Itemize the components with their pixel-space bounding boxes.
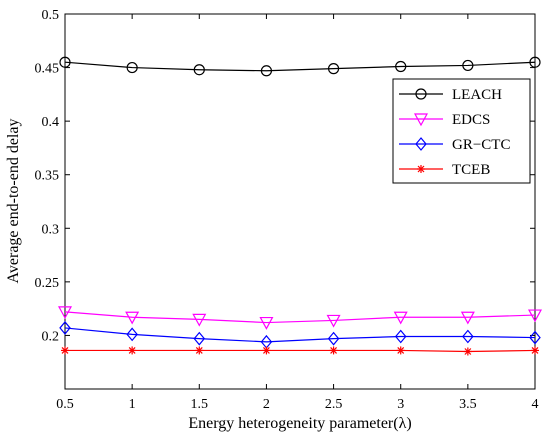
asterisk-stroke — [330, 347, 337, 354]
series-line-gr-ctc — [64, 327, 536, 343]
data-point-gr-ctc — [327, 331, 340, 346]
legend-box — [392, 78, 531, 184]
data-point-tceb — [463, 347, 472, 356]
axis-ticks: 0.5 1 1.5 2 2.5 3 3.5 4 0.2 0.25 0.3 0.35 0.4 0.45 0.5 — [35, 8, 539, 412]
series-layer — [57, 56, 543, 356]
y-tick-label: 0.2 — [42, 329, 60, 344]
asterisk-stroke — [417, 165, 425, 173]
legend-entry-leach: LEACH — [399, 87, 502, 103]
legend-label: LEACH — [452, 87, 502, 103]
series-edcs — [57, 306, 543, 330]
y-tick-label: 0.4 — [42, 115, 60, 130]
series-tceb — [61, 346, 539, 356]
data-point-tceb — [61, 346, 69, 355]
y-tick-label: 0.35 — [35, 169, 60, 184]
asterisk-stroke — [195, 347, 203, 354]
data-point-leach — [126, 61, 138, 74]
x-tick-label: 0.5 — [56, 397, 74, 412]
data-point-gr-ctc — [394, 329, 407, 344]
data-point-gr-ctc — [59, 320, 71, 335]
legend-label: GR−CTC — [452, 137, 510, 153]
data-point-leach — [462, 59, 474, 72]
data-point-gr-ctc — [529, 330, 541, 345]
series-line-leach — [64, 61, 536, 72]
legend-entry-tceb: TCEB — [399, 162, 490, 178]
legend-entry-edcs: EDCS — [399, 112, 490, 128]
x-tick-label: 3 — [397, 397, 404, 412]
legend-marker — [413, 113, 429, 127]
data-point-edcs — [460, 311, 475, 325]
y-tick-label: 0.3 — [42, 222, 60, 237]
data-point-gr-ctc — [462, 329, 474, 344]
asterisk-stroke — [61, 347, 69, 354]
x-tick-label: 1 — [129, 397, 136, 412]
data-point-edcs — [57, 306, 73, 320]
series-line-edcs — [64, 311, 536, 324]
data-point-gr-ctc — [193, 331, 206, 346]
y-tick-label: 0.25 — [35, 276, 60, 291]
data-point-tceb — [329, 346, 338, 355]
x-tick-label: 2 — [263, 397, 270, 412]
series-line-tceb — [65, 349, 536, 353]
data-point-leach — [395, 60, 407, 73]
data-point-leach — [193, 64, 205, 76]
data-point-edcs — [125, 311, 140, 325]
data-point-tceb — [128, 346, 137, 355]
legend-marker — [415, 88, 427, 100]
x-tick-label: 3.5 — [459, 397, 477, 412]
legend-marker — [417, 165, 425, 173]
legend-label: TCEB — [452, 162, 490, 178]
data-point-edcs — [393, 311, 408, 325]
data-point-edcs — [259, 316, 274, 330]
data-point-tceb — [396, 346, 405, 355]
data-point-edcs — [192, 313, 207, 327]
y-tick-label: 0.5 — [42, 8, 60, 23]
x-tick-label: 2.5 — [325, 397, 343, 412]
legend-marker — [415, 137, 427, 151]
x-tick-label: 1.5 — [191, 397, 209, 412]
y-axis-label: Average end-to-end delay — [5, 119, 22, 284]
legend: LEACH EDCS GR−CTC TCEB — [392, 78, 531, 184]
data-point-leach — [59, 56, 71, 68]
asterisk-stroke — [464, 348, 472, 355]
data-point-edcs — [527, 309, 543, 323]
data-point-leach — [327, 63, 340, 75]
data-point-edcs — [326, 314, 341, 328]
plot-area — [64, 13, 536, 390]
legend-label: EDCS — [452, 112, 490, 128]
data-point-gr-ctc — [126, 327, 138, 342]
series-leach — [59, 56, 541, 77]
x-axis-label: Energy heterogeneity parameter(λ) — [188, 415, 411, 432]
legend-entry-gr-ctc: GR−CTC — [399, 137, 510, 153]
y-tick-label: 0.45 — [35, 62, 60, 77]
x-tick-label: 4 — [532, 397, 539, 412]
data-point-leach — [260, 65, 273, 77]
asterisk-stroke — [263, 347, 270, 354]
asterisk-stroke — [128, 347, 136, 354]
data-point-leach — [529, 56, 541, 68]
data-point-tceb — [531, 346, 539, 355]
asterisk-stroke — [397, 347, 405, 354]
data-point-tceb — [262, 346, 271, 355]
data-point-tceb — [195, 346, 204, 355]
asterisk-stroke — [531, 347, 539, 354]
